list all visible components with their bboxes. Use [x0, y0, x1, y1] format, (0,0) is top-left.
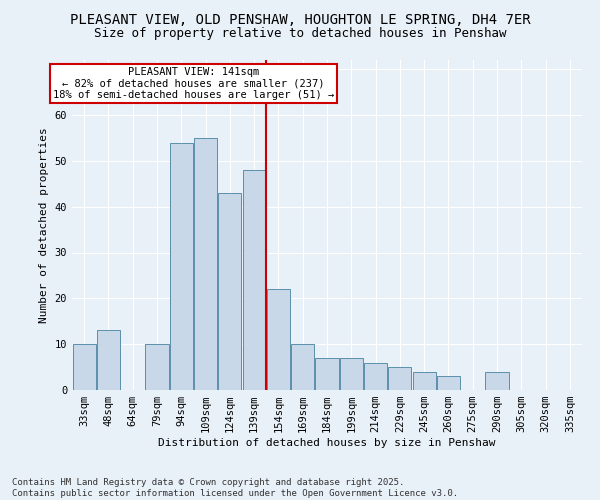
- Bar: [316, 358, 338, 390]
- Bar: [485, 372, 509, 390]
- Text: PLEASANT VIEW, OLD PENSHAW, HOUGHTON LE SPRING, DH4 7ER: PLEASANT VIEW, OLD PENSHAW, HOUGHTON LE …: [70, 12, 530, 26]
- Text: Contains HM Land Registry data © Crown copyright and database right 2025.
Contai: Contains HM Land Registry data © Crown c…: [12, 478, 458, 498]
- Bar: [437, 376, 460, 390]
- Bar: [73, 344, 95, 390]
- Bar: [413, 372, 436, 390]
- Bar: [364, 362, 387, 390]
- Bar: [388, 367, 412, 390]
- X-axis label: Distribution of detached houses by size in Penshaw: Distribution of detached houses by size …: [158, 438, 496, 448]
- Bar: [267, 289, 290, 390]
- Bar: [242, 170, 266, 390]
- Y-axis label: Number of detached properties: Number of detached properties: [39, 127, 49, 323]
- Bar: [145, 344, 169, 390]
- Bar: [194, 138, 217, 390]
- Text: PLEASANT VIEW: 141sqm
← 82% of detached houses are smaller (237)
18% of semi-det: PLEASANT VIEW: 141sqm ← 82% of detached …: [53, 67, 334, 100]
- Text: Size of property relative to detached houses in Penshaw: Size of property relative to detached ho…: [94, 28, 506, 40]
- Bar: [291, 344, 314, 390]
- Bar: [340, 358, 363, 390]
- Bar: [218, 193, 241, 390]
- Bar: [170, 142, 193, 390]
- Bar: [97, 330, 120, 390]
